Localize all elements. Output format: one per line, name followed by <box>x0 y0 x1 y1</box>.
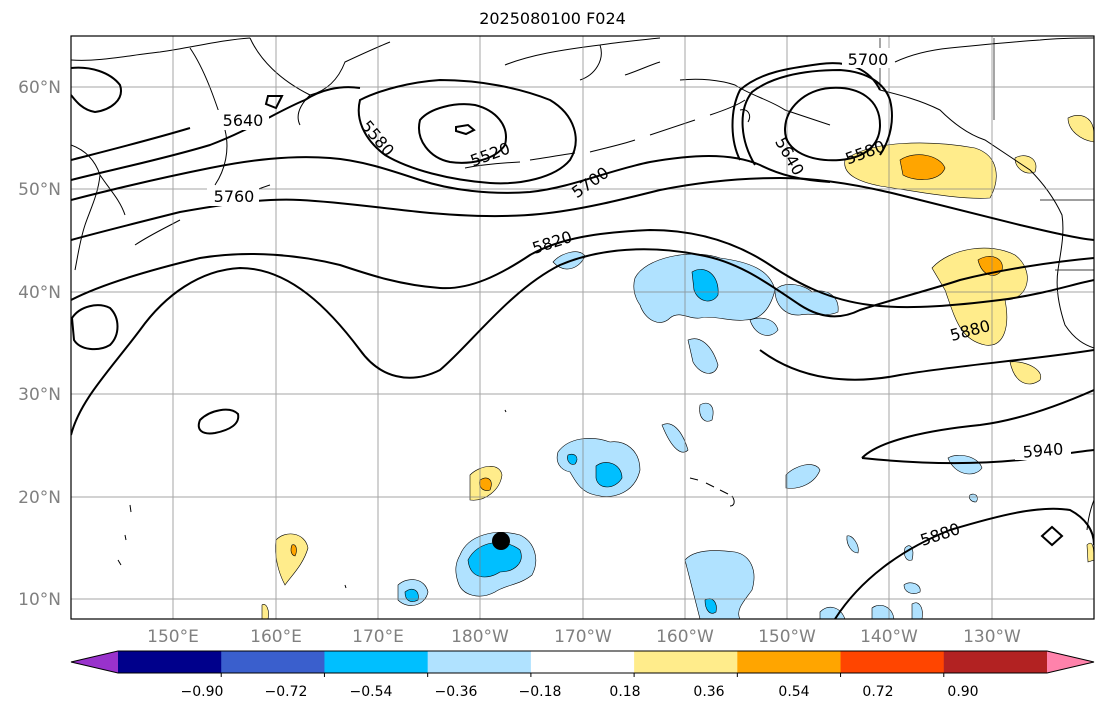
latitude-labels: 60°N 50°N 40°N 30°N 20°N 10°N <box>18 78 61 610</box>
map-frame <box>70 35 1095 620</box>
colorbar-tick-label: 0.18 <box>609 684 640 700</box>
lon-label-150w: 150°W <box>758 627 816 647</box>
lon-label-150e: 150°E <box>147 627 199 647</box>
contour-label-5640-left: 5640 <box>223 111 264 130</box>
lat-label-20n: 20°N <box>18 488 61 508</box>
colorbar-tick-label: −0.90 <box>181 684 224 700</box>
longitude-labels: 150°E 160°E 170°E 180°W 170°W 160°W 150°… <box>147 627 1021 647</box>
contour-label-5760: 5760 <box>214 187 255 206</box>
colorbar-extend-low <box>71 651 118 673</box>
lon-label-160e: 160°E <box>250 627 302 647</box>
storm-center-marker <box>492 532 510 550</box>
lat-label-50n: 50°N <box>18 180 61 200</box>
colorbar-tick-label: −0.18 <box>519 684 562 700</box>
height-contours <box>71 62 1094 619</box>
lon-label-140w: 140°W <box>860 627 918 647</box>
lon-label-170e: 170°E <box>352 627 404 647</box>
lat-label-60n: 60°N <box>18 78 61 98</box>
colorbar-tick-labels: −0.90 −0.72 −0.54 −0.36 −0.18 0.18 0.36 … <box>181 684 979 700</box>
colorbar-tick-label: 0.72 <box>862 684 893 700</box>
colorbar-segment <box>634 651 738 673</box>
colorbar-tick-label: 0.54 <box>778 684 809 700</box>
colorbar-outline <box>70 650 1095 674</box>
contour-label-5940: 5940 <box>1022 439 1064 461</box>
colorbar <box>70 650 1095 677</box>
lon-label-170w: 170°W <box>554 627 612 647</box>
colorbar-tick-label: 0.36 <box>693 684 724 700</box>
colorbar-segment <box>118 651 222 673</box>
lat-label-30n: 30°N <box>18 385 61 405</box>
colorbar-tick-label: 0.90 <box>947 684 978 700</box>
lat-label-40n: 40°N <box>18 283 61 303</box>
lat-label-10n: 10°N <box>18 590 61 610</box>
lon-label-180w: 180°W <box>451 627 509 647</box>
colorbar-segment <box>427 651 532 673</box>
colorbar-segment <box>840 651 945 673</box>
colorbar-extend-high <box>1047 651 1094 673</box>
colorbar-segment <box>530 651 635 673</box>
colorbar-tick-label: −0.36 <box>435 684 478 700</box>
contour-label-5700-top: 5700 <box>848 50 889 69</box>
lon-label-130w: 130°W <box>963 627 1021 647</box>
colorbar-segment <box>943 651 1048 673</box>
colorbar-segment <box>221 651 325 673</box>
lon-label-160w: 160°W <box>656 627 714 647</box>
colorbar-tick-label: −0.72 <box>265 684 308 700</box>
map-title: 2025080100 F024 <box>479 9 626 28</box>
colorbar-segment <box>737 651 842 673</box>
colorbar-segment <box>324 651 429 673</box>
shaded-anomalies <box>261 115 1094 619</box>
colorbar-tick-label: −0.54 <box>350 684 393 700</box>
